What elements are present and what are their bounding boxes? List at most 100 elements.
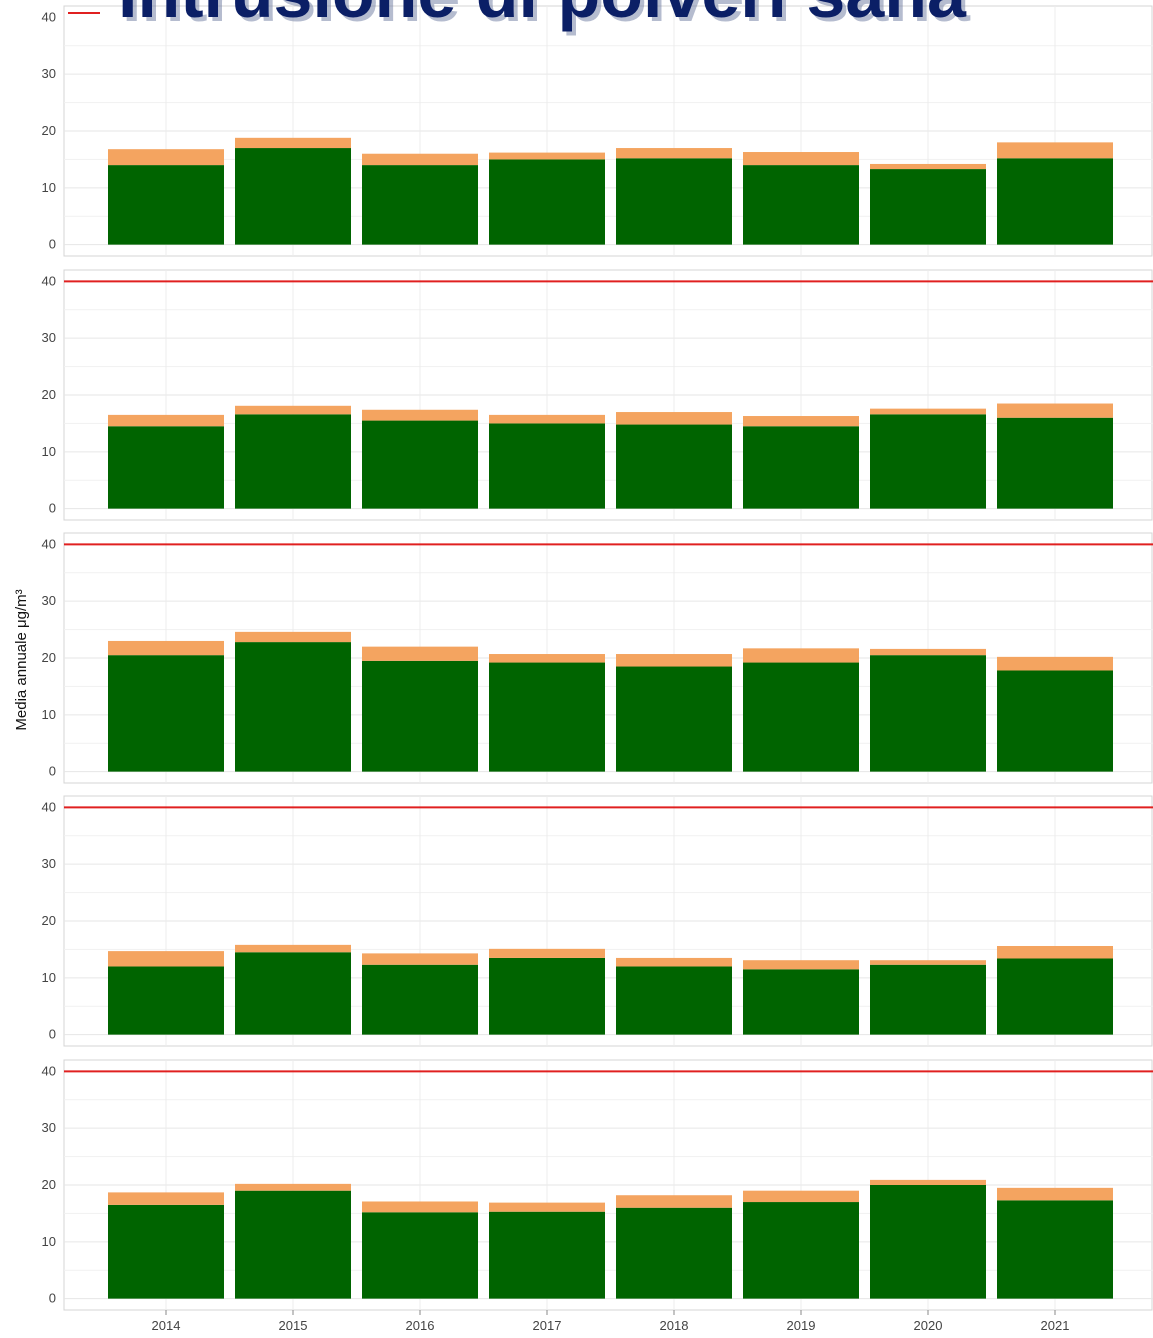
panels: 0 10 20 30 40 0 10 20 30 40 0 10 20 30 40 0 10 20 30 40 0 10 2… bbox=[42, 5, 1153, 1311]
bar-dust bbox=[362, 1201, 478, 1213]
y-tick-label: 0 bbox=[49, 237, 56, 252]
bar-base bbox=[489, 957, 605, 1035]
y-tick-label: 10 bbox=[42, 1234, 56, 1249]
bar-dust bbox=[235, 1183, 351, 1191]
bar-dust bbox=[489, 1202, 605, 1212]
bar-dust bbox=[743, 648, 859, 663]
bar-dust bbox=[743, 152, 859, 166]
bar-dust bbox=[997, 946, 1113, 959]
bar-dust bbox=[616, 654, 732, 667]
bar-base bbox=[235, 148, 351, 245]
bar-dust bbox=[870, 408, 986, 415]
bar-dust bbox=[235, 631, 351, 643]
y-tick-label: 10 bbox=[42, 707, 56, 722]
y-tick-label: 10 bbox=[42, 970, 56, 985]
panel-2: 0 10 20 30 40 bbox=[42, 269, 1153, 521]
y-tick-label: 20 bbox=[42, 123, 56, 138]
bar-base bbox=[616, 158, 732, 245]
y-tick-label: 30 bbox=[42, 593, 56, 608]
bar-base bbox=[616, 966, 732, 1035]
y-axis-label: Media annuale μg/m³ bbox=[13, 589, 30, 730]
bar-base bbox=[616, 1207, 732, 1299]
x-tick-label: 2014 bbox=[152, 1318, 181, 1333]
x-tick-label: 2020 bbox=[914, 1318, 943, 1333]
y-tick-label: 10 bbox=[42, 444, 56, 459]
x-tick-label: 2021 bbox=[1041, 1318, 1070, 1333]
bar-base bbox=[235, 1190, 351, 1299]
bar-base bbox=[743, 1202, 859, 1299]
bar-dust bbox=[235, 944, 351, 953]
bar-dust bbox=[362, 153, 478, 166]
bar-base bbox=[362, 964, 478, 1035]
bar-base bbox=[108, 165, 224, 245]
bar-base bbox=[108, 966, 224, 1035]
y-tick-label: 30 bbox=[42, 856, 56, 871]
x-axis: 2014 2015 2016 2017 2018 2019 2020 2021 bbox=[152, 1310, 1070, 1333]
y-tick-label: 0 bbox=[49, 764, 56, 779]
panel-3: 0 10 20 30 40 bbox=[42, 532, 1153, 784]
bar-base bbox=[489, 423, 605, 509]
x-tick-label: 2018 bbox=[660, 1318, 689, 1333]
bar-base bbox=[362, 1212, 478, 1299]
bar-dust bbox=[616, 412, 732, 425]
bar-dust bbox=[362, 409, 478, 421]
bar-base bbox=[743, 662, 859, 772]
bar-base bbox=[489, 159, 605, 245]
bar-dust bbox=[616, 957, 732, 967]
chart-title: Intrusione di polveri saha bbox=[118, 0, 967, 32]
bar-base bbox=[489, 662, 605, 772]
bar-dust bbox=[362, 953, 478, 965]
y-tick-label: 40 bbox=[42, 1063, 56, 1078]
bar-base bbox=[616, 424, 732, 509]
x-tick-label: 2015 bbox=[279, 1318, 308, 1333]
bar-dust bbox=[997, 403, 1113, 418]
bar-dust bbox=[489, 948, 605, 958]
bar-base bbox=[108, 1204, 224, 1299]
bar-base bbox=[870, 169, 986, 245]
bar-dust bbox=[362, 646, 478, 661]
bar-dust bbox=[108, 414, 224, 427]
bar-base bbox=[489, 1211, 605, 1299]
y-tick-label: 0 bbox=[49, 1027, 56, 1042]
bar-dust bbox=[489, 152, 605, 160]
bar-dust bbox=[870, 648, 986, 656]
bar-dust bbox=[108, 1192, 224, 1205]
panel-1: 0 10 20 30 40 bbox=[42, 5, 1153, 257]
bar-base bbox=[870, 655, 986, 772]
y-tick-label: 40 bbox=[42, 273, 56, 288]
bar-base bbox=[235, 642, 351, 772]
bar-dust bbox=[235, 405, 351, 415]
y-tick-label: 30 bbox=[42, 1120, 56, 1135]
bar-base bbox=[616, 666, 732, 772]
bar-base bbox=[743, 426, 859, 509]
bar-dust bbox=[108, 951, 224, 967]
bar-base bbox=[870, 1185, 986, 1299]
y-tick-label: 30 bbox=[42, 330, 56, 345]
bar-base bbox=[743, 969, 859, 1035]
bar-dust bbox=[108, 640, 224, 656]
bar-dust bbox=[743, 1190, 859, 1203]
y-tick-label: 20 bbox=[42, 913, 56, 928]
bar-base bbox=[997, 958, 1113, 1035]
bar-base bbox=[870, 964, 986, 1035]
bar-base bbox=[362, 165, 478, 245]
panel-4: 0 10 20 30 40 bbox=[42, 795, 1153, 1047]
bar-base bbox=[235, 952, 351, 1035]
bar-dust bbox=[870, 1179, 986, 1185]
bar-dust bbox=[489, 654, 605, 663]
bar-base bbox=[743, 165, 859, 245]
bar-dust bbox=[743, 960, 859, 970]
bar-base bbox=[870, 414, 986, 509]
bar-base bbox=[997, 417, 1113, 509]
bar-base bbox=[997, 670, 1113, 772]
bar-dust bbox=[870, 960, 986, 965]
bar-base bbox=[108, 655, 224, 772]
bar-base bbox=[997, 1200, 1113, 1299]
y-tick-label: 0 bbox=[49, 501, 56, 516]
y-tick-label: 20 bbox=[42, 1177, 56, 1192]
bar-dust bbox=[997, 142, 1113, 159]
bar-dust bbox=[108, 149, 224, 166]
bar-base bbox=[362, 420, 478, 509]
y-tick-label: 10 bbox=[42, 180, 56, 195]
